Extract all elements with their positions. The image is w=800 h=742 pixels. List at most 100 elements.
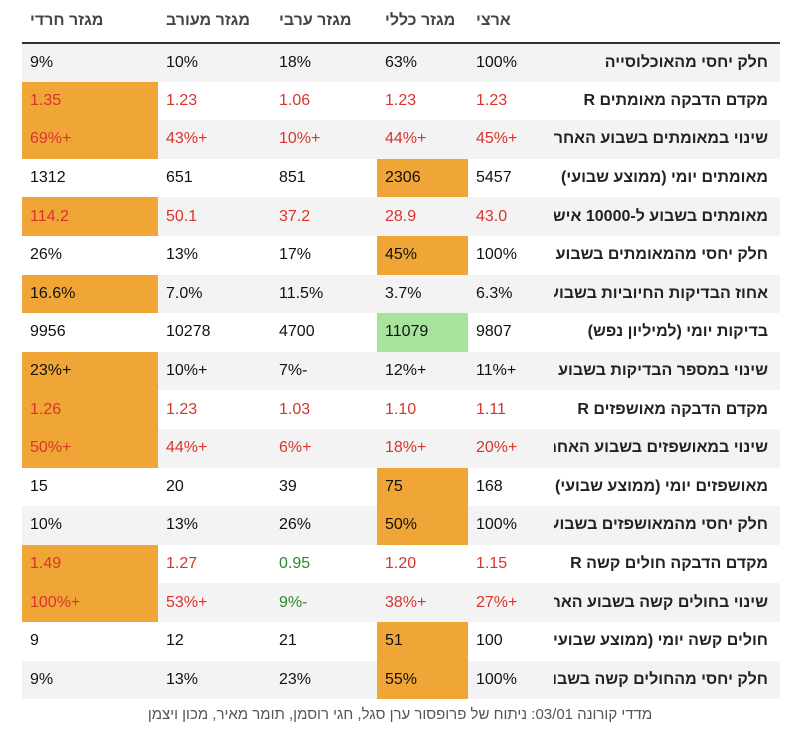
value-cell: 15 bbox=[30, 477, 48, 495]
value-cell: 26% bbox=[30, 246, 63, 264]
table-row: אחוז הבדיקות החיוביות בשבוע האחרון 6.3% 3.… bbox=[22, 274, 780, 314]
value-cell: 45% bbox=[377, 235, 468, 275]
value-cell: 1.23 bbox=[166, 91, 198, 109]
value-cell: 17% bbox=[279, 246, 312, 264]
value-cell: 37.2 bbox=[279, 207, 311, 225]
value-cell: 2306 bbox=[377, 158, 468, 198]
value-cell: 23% bbox=[279, 670, 312, 688]
value-cell: +44% bbox=[166, 439, 208, 457]
value-cell: 651 bbox=[166, 169, 193, 187]
value-cell: 7.0% bbox=[166, 284, 203, 302]
value-cell: 3.7% bbox=[385, 284, 422, 302]
table-row: חלק יחסי מהחולים קשה בשבוע האחרון 100% 55%… bbox=[22, 660, 780, 700]
value-cell: +44% bbox=[385, 130, 427, 148]
value-cell: 13% bbox=[166, 516, 199, 534]
value-cell: 1.20 bbox=[385, 555, 417, 573]
value-cell: 50.1 bbox=[166, 207, 198, 225]
value-cell: 168 bbox=[476, 477, 503, 495]
table-row: חלק יחסי מהמאושפזים בשבוע האחרון 100% 50% 2… bbox=[22, 506, 780, 545]
row-label: מקדם הדבקה חולים קשה R bbox=[570, 555, 768, 573]
value-cell: 100% bbox=[476, 516, 517, 534]
value-cell: 0.95 bbox=[279, 555, 311, 573]
value-cell: -7% bbox=[279, 362, 308, 380]
value-cell: +23% bbox=[22, 351, 158, 391]
header-label-cell bbox=[554, 0, 780, 44]
value-cell: 5457 bbox=[476, 169, 512, 187]
value-cell: +45% bbox=[476, 130, 518, 148]
row-label: שינוי במאושפזים בשבוע האחרון bbox=[554, 439, 768, 457]
value-cell: +10% bbox=[166, 362, 208, 380]
value-cell: 75 bbox=[377, 467, 468, 507]
table-row: שינוי במספר הבדיקות בשבוע האחרון +11% +12%… bbox=[22, 351, 780, 391]
value-cell: 1.23 bbox=[385, 91, 417, 109]
value-cell: 1.49 bbox=[22, 544, 158, 584]
sector-metrics-table: ארצי מגזר כללי מגזר ערבי מגזר מעורב מגזר… bbox=[22, 0, 780, 700]
table-row: חלק יחסי מהמאומתים בשבוע האחרון 100% 45% 17… bbox=[22, 235, 780, 275]
table-row: בדיקות יומי (למיליון נפש) 9807 11079 4700 10… bbox=[22, 313, 780, 352]
value-cell: 100 bbox=[476, 632, 503, 650]
value-cell: 4700 bbox=[279, 323, 315, 341]
value-cell: +69% bbox=[22, 120, 158, 159]
table-row: מאושפזים יומי (ממוצע שבועי) 168 75 39 20 15 bbox=[22, 467, 780, 507]
value-cell: 1.27 bbox=[166, 555, 198, 573]
value-cell: +100% bbox=[22, 583, 158, 622]
value-cell: 10278 bbox=[166, 323, 211, 341]
source-footer: מדדי קורונה 03/01: ניתוח של פרופסור ערן … bbox=[147, 706, 653, 723]
row-label: חולים קשה יומי (ממוצע שבועי) bbox=[554, 632, 768, 650]
table-row: מקדם הדבקה חולים קשה R 1.15 1.20 0.95 1.27 1.… bbox=[22, 544, 780, 584]
row-label: חלק יחסי מהחולים קשה בשבוע האחרון bbox=[554, 670, 768, 688]
value-cell: 39 bbox=[279, 477, 297, 495]
value-cell: 21 bbox=[279, 632, 297, 650]
value-cell: 9807 bbox=[476, 323, 512, 341]
row-label: חלק יחסי מהמאומתים בשבוע האחרון bbox=[554, 246, 768, 264]
row-label: חלק יחסי מהמאושפזים בשבוע האחרון bbox=[554, 516, 768, 534]
value-cell: +11% bbox=[476, 362, 517, 380]
value-cell: +6% bbox=[279, 439, 312, 457]
value-cell: +27% bbox=[476, 593, 518, 611]
value-cell: 1.35 bbox=[22, 81, 158, 121]
value-cell: 11.5% bbox=[279, 284, 324, 302]
row-label: מאושפזים יומי (ממוצע שבועי) bbox=[554, 477, 768, 495]
value-cell: -9% bbox=[279, 593, 308, 611]
value-cell: 55% bbox=[377, 660, 468, 700]
value-cell: 16.6% bbox=[22, 274, 158, 314]
value-cell: +43% bbox=[166, 130, 208, 148]
value-cell: 50% bbox=[377, 506, 468, 545]
table-row: חולים קשה יומי (ממוצע שבועי) 100 51 21 12 9 bbox=[22, 621, 780, 661]
value-cell: 13% bbox=[166, 246, 199, 264]
value-cell: 1.10 bbox=[385, 400, 417, 418]
value-cell: 10% bbox=[166, 53, 199, 71]
row-label: שינוי בחולים קשה בשבוע האחרון bbox=[554, 593, 768, 611]
value-cell: 1.26 bbox=[22, 390, 158, 429]
value-cell: +20% bbox=[476, 439, 518, 457]
value-cell: 28.9 bbox=[385, 207, 417, 225]
value-cell: 13% bbox=[166, 670, 199, 688]
table-row: שינוי במאושפזים בשבוע האחרון +20% +18% +6% +… bbox=[22, 428, 780, 468]
value-cell: +18% bbox=[385, 439, 427, 457]
value-cell: 9% bbox=[30, 53, 54, 71]
value-cell: 18% bbox=[279, 53, 312, 71]
row-label: מקדם הדבקה מאושפזים R bbox=[577, 400, 768, 418]
header-general-sector: מגזר כללי bbox=[377, 0, 468, 44]
value-cell: +53% bbox=[166, 593, 208, 611]
value-cell: +10% bbox=[279, 130, 321, 148]
value-cell: 1.11 bbox=[476, 400, 506, 418]
row-label: שינוי במאומתים בשבוע האחרון bbox=[554, 130, 768, 148]
value-cell: 100% bbox=[476, 246, 517, 264]
row-label: מאומתים יומי (ממוצע שבועי) bbox=[561, 169, 768, 187]
table-row: מאומתים יומי (ממוצע שבועי) 5457 2306 851 651… bbox=[22, 158, 780, 198]
value-cell: 63% bbox=[385, 53, 418, 71]
value-cell: 1.23 bbox=[476, 91, 508, 109]
value-cell: 10% bbox=[30, 516, 63, 534]
table-row: חלק יחסי מהאוכלוסייה 100% 63% 18% 10% 9% bbox=[22, 43, 780, 82]
table-row: מקדם הדבקה מאושפזים R 1.11 1.10 1.03 1.23 1.2… bbox=[22, 390, 780, 429]
header-mixed-sector: מגזר מעורב bbox=[158, 0, 271, 44]
table-row: מקדם הדבקה מאומתים R 1.23 1.23 1.06 1.23 1.35 bbox=[22, 81, 780, 121]
value-cell: 1312 bbox=[30, 169, 66, 187]
table-row: שינוי בחולים קשה בשבוע האחרון +27% +38% -9%… bbox=[22, 583, 780, 622]
value-cell: 9 bbox=[30, 632, 39, 650]
row-label: חלק יחסי מהאוכלוסייה bbox=[604, 53, 768, 71]
value-cell: 114.2 bbox=[22, 197, 158, 236]
value-cell: 6.3% bbox=[476, 284, 513, 302]
value-cell: 100% bbox=[476, 670, 517, 688]
